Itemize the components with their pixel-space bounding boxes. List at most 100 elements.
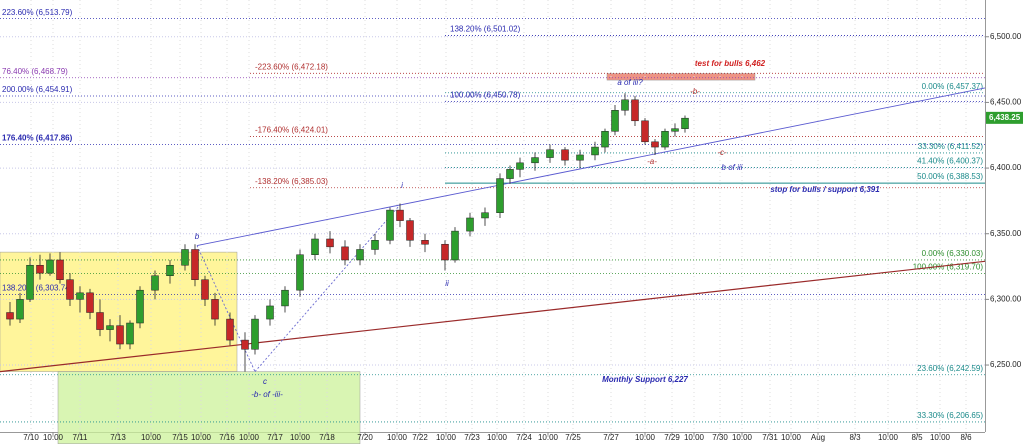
annotation: i bbox=[401, 181, 403, 190]
fib-level-label: 100.00% (6,319.70) bbox=[913, 263, 984, 272]
annotation: ii bbox=[445, 279, 449, 288]
trendline bbox=[196, 87, 986, 246]
x-tick-label: 10:00 bbox=[387, 433, 408, 442]
candle-body bbox=[506, 169, 514, 179]
x-tick-label: 8/5 bbox=[911, 433, 923, 442]
fib-level-label: 200.00% (6,454.91) bbox=[2, 85, 73, 94]
candle-body bbox=[181, 249, 189, 266]
x-tick-label: 8/3 bbox=[849, 433, 861, 442]
x-tick-label: 7/13 bbox=[110, 433, 126, 442]
x-tick-label: 10:00 bbox=[684, 433, 705, 442]
x-tick-label: 7/18 bbox=[319, 433, 335, 442]
candle-body bbox=[561, 149, 569, 161]
candle-body bbox=[356, 249, 364, 261]
fib-level-label: 50.00% (6,388.53) bbox=[917, 172, 983, 181]
x-tick-label: 7/30 bbox=[712, 433, 728, 442]
candle-body bbox=[96, 312, 104, 330]
x-tick-label: 7/17 bbox=[267, 433, 283, 442]
candle-body bbox=[36, 264, 44, 274]
x-tick-label: 10:00 bbox=[930, 433, 951, 442]
candle-body bbox=[281, 289, 289, 307]
x-tick-label: Aug bbox=[811, 433, 825, 442]
x-tick-label: 7/10 bbox=[23, 433, 39, 442]
x-tick-label: 10:00 bbox=[635, 433, 656, 442]
x-tick-label: 10:00 bbox=[191, 433, 212, 442]
candle-body bbox=[166, 264, 174, 276]
candle-body bbox=[451, 230, 459, 261]
annotation: a of iii? bbox=[617, 78, 643, 87]
annotation: -b- of -iii- bbox=[251, 390, 283, 399]
candle-body bbox=[6, 312, 14, 320]
x-tick-label: 10:00 bbox=[538, 433, 559, 442]
x-tick-label: 7/20 bbox=[357, 433, 373, 442]
trendline bbox=[196, 245, 256, 372]
annotation: b of iii bbox=[722, 163, 743, 172]
x-tick-label: 7/16 bbox=[219, 433, 235, 442]
candle-body bbox=[106, 325, 114, 330]
x-tick-label: 7/31 bbox=[762, 433, 778, 442]
candle-body bbox=[406, 220, 414, 241]
fib-level-label: 100.00% (6,450.78) bbox=[450, 91, 521, 100]
candle-body bbox=[76, 292, 84, 300]
annotation: -a- bbox=[647, 157, 657, 166]
candle-body bbox=[341, 246, 349, 261]
candle-body bbox=[481, 212, 489, 219]
fib-level-label: 176.40% (6,417.86) bbox=[2, 134, 73, 143]
x-tick-label: 7/11 bbox=[73, 433, 89, 442]
fib-level-label: 138.20% (6,501.02) bbox=[450, 25, 521, 34]
candle-body bbox=[226, 318, 234, 341]
candle-body bbox=[611, 110, 619, 132]
candle-body bbox=[211, 299, 219, 320]
annotation: -b- bbox=[690, 87, 700, 96]
candle-body bbox=[26, 264, 34, 300]
candle-body bbox=[386, 209, 394, 241]
candle-body bbox=[46, 259, 54, 274]
candle-body bbox=[621, 99, 629, 111]
x-tick-label: 7/24 bbox=[516, 433, 532, 442]
x-tick-label: 10:00 bbox=[436, 433, 457, 442]
fib-level-label: 0.00% (6,330.03) bbox=[922, 249, 984, 258]
fib-level-label: 138.20% (6,303.74) bbox=[2, 284, 73, 293]
fib-level-label: 33.30% (6,206.65) bbox=[917, 411, 983, 420]
y-tick-label: 6,300.00 bbox=[990, 294, 1022, 303]
candle-body bbox=[86, 292, 94, 313]
y-tick-label: 6,350.00 bbox=[990, 229, 1022, 238]
fib-level-label: 0.00% (6,457.37) bbox=[922, 82, 984, 91]
x-tick-label: 10:00 bbox=[141, 433, 162, 442]
annotation: b bbox=[195, 232, 200, 241]
last-price-label: 6,438.25 bbox=[989, 113, 1021, 122]
candle-body bbox=[66, 279, 74, 300]
candle-body bbox=[601, 131, 609, 148]
candle-body bbox=[241, 339, 249, 350]
candle-body bbox=[201, 279, 209, 300]
y-tick-label: 6,500.00 bbox=[990, 32, 1022, 41]
trendline bbox=[0, 260, 986, 373]
trendline bbox=[254, 204, 401, 372]
annotation: stop for bulls / support 6,391 bbox=[770, 185, 880, 194]
zone bbox=[606, 73, 756, 81]
candle-body bbox=[466, 217, 474, 232]
x-tick-label: 8/6 bbox=[960, 433, 972, 442]
fib-level-label: 223.60% (6,513.79) bbox=[2, 8, 73, 17]
x-tick-label: 7/23 bbox=[464, 433, 480, 442]
fib-level-label: 33.30% (6,411.52) bbox=[918, 142, 984, 151]
candle-body bbox=[591, 146, 599, 156]
candle-body bbox=[516, 162, 524, 170]
candle-body bbox=[671, 128, 679, 132]
candle-body bbox=[136, 289, 144, 324]
fib-level-label: 76.40% (6,468.79) bbox=[2, 67, 68, 76]
zone bbox=[57, 371, 361, 444]
fib-level-label: 41.40% (6,400.37) bbox=[917, 157, 983, 166]
y-tick-label: 6,400.00 bbox=[990, 163, 1022, 172]
candle-body bbox=[421, 240, 429, 245]
x-tick-label: 7/22 bbox=[412, 433, 428, 442]
fib-level-label: -223.60% (6,472.18) bbox=[255, 62, 328, 71]
fib-level-label: 23.60% (6,242.59) bbox=[917, 364, 983, 373]
candle-body bbox=[311, 238, 319, 255]
x-tick-label: 10:00 bbox=[732, 433, 753, 442]
candle-body bbox=[441, 243, 449, 261]
last-price-tag bbox=[986, 111, 1023, 124]
candle-body bbox=[576, 154, 584, 161]
candle-body bbox=[371, 240, 379, 250]
